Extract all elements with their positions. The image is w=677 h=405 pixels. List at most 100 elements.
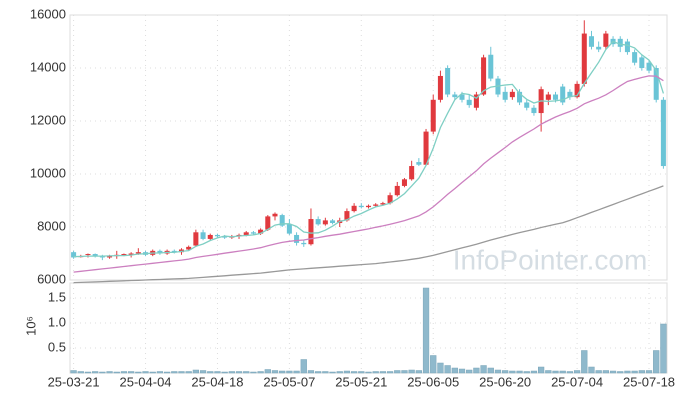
volume-bar [257, 371, 264, 374]
volume-bar [653, 350, 660, 374]
candle-body [380, 203, 386, 205]
candle-body [574, 83, 580, 98]
volume-bar [343, 370, 351, 374]
x-tick-label: 25-06-20 [479, 374, 531, 389]
volume-bar [149, 371, 156, 374]
volume-bar [545, 370, 552, 374]
candle-body [308, 219, 314, 245]
volume-bar [70, 370, 77, 374]
volume-bar [120, 371, 128, 374]
y-tick-label: 10000 [30, 165, 66, 180]
volume-bar [92, 371, 99, 374]
candle-body [85, 254, 91, 256]
volume-bar [307, 370, 315, 374]
volume-axis-label: 10⁶ [23, 316, 38, 336]
candle-body [452, 94, 458, 98]
candle-body [603, 33, 609, 47]
volume-bar [358, 371, 365, 374]
volume-bar [142, 371, 149, 374]
candle-body [545, 94, 551, 100]
candle-body [193, 232, 199, 246]
candle-body [437, 75, 443, 100]
moving-average-line [73, 75, 664, 273]
moving-average-line [73, 40, 665, 258]
volume-bar [408, 369, 415, 374]
candle-body [107, 256, 113, 258]
candle-body [524, 102, 530, 108]
candle-body [502, 91, 508, 100]
price-panel [69, 14, 668, 281]
volume-bar [199, 370, 207, 374]
candle-body [330, 220, 336, 224]
candle-body [258, 229, 264, 234]
volume-bar [494, 369, 502, 374]
volume-bar [386, 371, 394, 374]
candle-body [466, 99, 472, 106]
volume-bar [516, 370, 523, 374]
candle-body [409, 166, 415, 180]
candle-body [646, 62, 652, 71]
candle-body [617, 38, 623, 47]
x-tick-label: 25-06-05 [407, 374, 459, 389]
volume-bar [559, 370, 566, 374]
volume-bar [214, 371, 221, 374]
candle-body [387, 195, 393, 204]
volume-bar [473, 367, 480, 374]
candle-body [660, 99, 666, 167]
volume-bar [322, 371, 329, 374]
volume-bar [271, 370, 279, 374]
candle-body [459, 94, 465, 100]
candle-body [567, 91, 573, 98]
volume-bar [207, 371, 214, 374]
candle-body [509, 91, 515, 98]
candle-body [135, 252, 141, 254]
candle-body [294, 234, 300, 243]
volume-bar [106, 371, 113, 374]
volume-bar [602, 370, 609, 374]
candle-body [243, 232, 249, 235]
candle-body [358, 205, 364, 208]
volume-bar [415, 370, 422, 374]
x-tick-label: 25-07-04 [551, 374, 603, 389]
volume-bar [379, 371, 387, 374]
candle-body [315, 219, 321, 225]
volume-bar [444, 365, 451, 374]
candle-body [596, 46, 602, 50]
volume-bar [430, 355, 437, 374]
candle-body [128, 253, 134, 255]
volume-bar [660, 323, 667, 374]
volume-bar [523, 371, 530, 374]
volume-bar [185, 371, 192, 374]
volume-bar [624, 370, 631, 374]
candle-body [639, 57, 645, 68]
volume-bar [537, 366, 545, 374]
volume-bar [286, 370, 293, 374]
volume-bar [178, 371, 185, 374]
candle-body [351, 205, 357, 212]
x-tick-label: 25-07-18 [623, 374, 675, 389]
candle-body [552, 94, 559, 100]
volume-bar [502, 370, 509, 374]
volume-tick-label: 1.0 [48, 314, 66, 329]
volume-bar [552, 370, 559, 374]
x-tick-label: 25-04-18 [191, 374, 243, 389]
volume-bar [128, 371, 135, 374]
candle-body [286, 224, 292, 234]
candle-body [157, 250, 163, 254]
candle-body [488, 54, 494, 79]
volume-bar [458, 368, 466, 374]
candle-body [279, 215, 285, 226]
volume-bar [264, 369, 271, 374]
candle-body [373, 204, 379, 206]
volume-bar [192, 369, 200, 374]
candle-body [445, 68, 451, 95]
candle-body [272, 213, 278, 217]
volume-bar [221, 371, 228, 374]
volume-bar [631, 370, 638, 374]
volume-bar [113, 371, 120, 374]
volume-bar [250, 371, 257, 374]
volume-bar [300, 359, 307, 374]
volume-bar [99, 371, 106, 374]
